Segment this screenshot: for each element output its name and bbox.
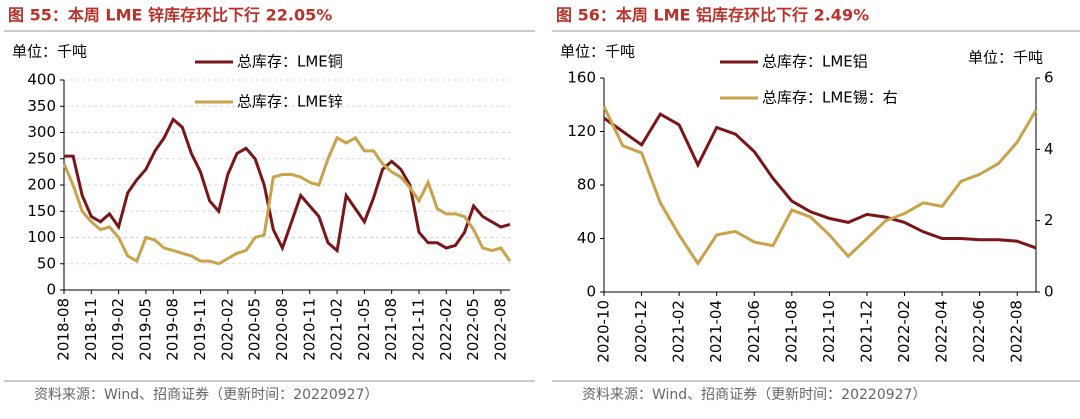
x-tick-label: 2020-10 bbox=[595, 300, 613, 363]
x-tick-label: 2021-08 bbox=[382, 298, 400, 361]
x-tick-label: 2020-12 bbox=[632, 300, 650, 363]
x-tick-label: 2020-02 bbox=[218, 298, 236, 361]
y-tick-label: 350 bbox=[27, 97, 56, 115]
unit-label-right: 单位：千吨 bbox=[968, 49, 1043, 67]
x-tick-label: 2020-11 bbox=[300, 298, 318, 361]
x-tick-label: 2018-08 bbox=[55, 298, 73, 361]
x-tick-label: 2021-02 bbox=[328, 298, 346, 361]
x-tick-label: 2018-11 bbox=[82, 298, 100, 361]
y-tick-label: 80 bbox=[577, 176, 596, 194]
series-line bbox=[64, 116, 511, 254]
x-tick-label: 2019-08 bbox=[164, 298, 182, 361]
series-line bbox=[62, 135, 512, 266]
x-tick-label: 2022-06 bbox=[970, 300, 988, 363]
legend-label: 总库存：LME铝 bbox=[762, 53, 868, 71]
x-tick-label: 2020-08 bbox=[273, 298, 291, 361]
x-tick-label: 2022-04 bbox=[933, 300, 951, 363]
chart-title: 图 55：本周 LME 锌库存环比下行 22.05% bbox=[8, 6, 332, 25]
x-tick-label: 2020-05 bbox=[246, 298, 264, 361]
x-tick-label: 2021-02 bbox=[670, 300, 688, 363]
y2-tick-label: 4 bbox=[1044, 140, 1054, 158]
source-note: 资料来源：Wind、招商证券（更新时间：20220927） bbox=[582, 387, 926, 403]
x-tick-label: 2019-02 bbox=[109, 298, 127, 361]
y-tick-label: 160 bbox=[567, 69, 596, 87]
y2-tick-label: 2 bbox=[1044, 211, 1054, 229]
y-tick-label: 120 bbox=[567, 122, 596, 140]
y-tick-label: 300 bbox=[27, 123, 56, 141]
y-tick-label: 40 bbox=[577, 229, 596, 247]
y-tick-label: 150 bbox=[27, 202, 56, 220]
y-tick-label: 250 bbox=[27, 149, 56, 167]
x-tick-label: 2021-04 bbox=[707, 300, 725, 363]
y-tick-label: 50 bbox=[37, 254, 56, 272]
legend-label: 总库存：LME铜 bbox=[237, 53, 343, 71]
legend-label: 总库存：LME锌 bbox=[237, 93, 343, 111]
y-tick-label: 0 bbox=[46, 281, 56, 299]
y-tick-label: 200 bbox=[27, 176, 56, 194]
y-tick-label: 0 bbox=[586, 283, 596, 301]
series-line bbox=[602, 105, 1038, 267]
x-tick-label: 2019-11 bbox=[191, 298, 209, 361]
y-tick-label: 100 bbox=[27, 228, 56, 246]
x-tick-label: 2022-02 bbox=[895, 300, 913, 363]
x-tick-label: 2021-08 bbox=[782, 300, 800, 363]
x-tick-label: 2022-08 bbox=[491, 298, 509, 361]
series-line bbox=[603, 112, 1037, 250]
unit-label: 单位：千吨 bbox=[560, 43, 635, 61]
legend-label: 总库存：LME锡：右 bbox=[762, 89, 898, 107]
x-tick-label: 2021-10 bbox=[820, 300, 838, 363]
y-tick-label: 400 bbox=[27, 71, 56, 89]
x-tick-label: 2019-05 bbox=[136, 298, 154, 361]
y2-tick-label: 0 bbox=[1044, 283, 1054, 301]
source-note: 资料来源：Wind、招商证券（更新时间：20220927） bbox=[34, 387, 378, 403]
chart-title: 图 56：本周 LME 铝库存环比下行 2.49% bbox=[556, 6, 869, 25]
y2-tick-label: 6 bbox=[1044, 69, 1054, 87]
x-tick-label: 2021-12 bbox=[857, 300, 875, 363]
x-tick-label: 2022-02 bbox=[437, 298, 455, 361]
x-tick-label: 2022-05 bbox=[464, 298, 482, 361]
x-tick-label: 2022-08 bbox=[1008, 300, 1026, 363]
x-tick-label: 2021-06 bbox=[745, 300, 763, 363]
unit-label: 单位：千吨 bbox=[12, 43, 87, 61]
x-tick-label: 2021-11 bbox=[409, 298, 427, 361]
x-tick-label: 2021-05 bbox=[355, 298, 373, 361]
